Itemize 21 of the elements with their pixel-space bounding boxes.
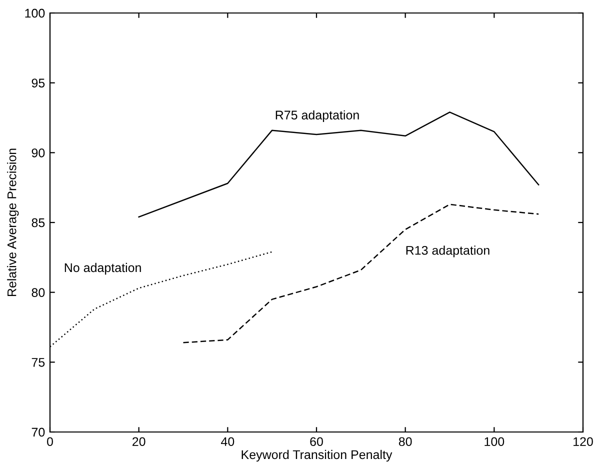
x-axis-title: Keyword Transition Penalty (242, 450, 392, 462)
series-label: No adaptation (64, 262, 141, 275)
line-series (138, 112, 540, 218)
y-tick-label: 80 (32, 288, 45, 297)
x-tick-label: 60 (310, 437, 323, 446)
x-tick-label: 100 (484, 437, 504, 446)
y-tick-label: 95 (32, 78, 45, 88)
x-tick-label: 120 (574, 437, 593, 446)
y-tick-label: 85 (32, 218, 45, 228)
y-tick-label: 75 (32, 358, 45, 367)
x-tick-label: 80 (398, 437, 412, 446)
y-tick-label: 90 (32, 148, 45, 158)
x-tick-label: 40 (221, 437, 234, 446)
y-axis-title: Relative Average Precision (7, 148, 19, 296)
series-label: R13 adaptation (406, 246, 490, 258)
y-tick-label: 100 (25, 8, 45, 18)
x-tick-label: 0 (47, 437, 53, 446)
series-label: R75 adaptation (276, 110, 359, 122)
x-tick-label: 20 (132, 437, 146, 446)
y-tick-label: 70 (32, 428, 45, 437)
line-series (182, 204, 540, 344)
